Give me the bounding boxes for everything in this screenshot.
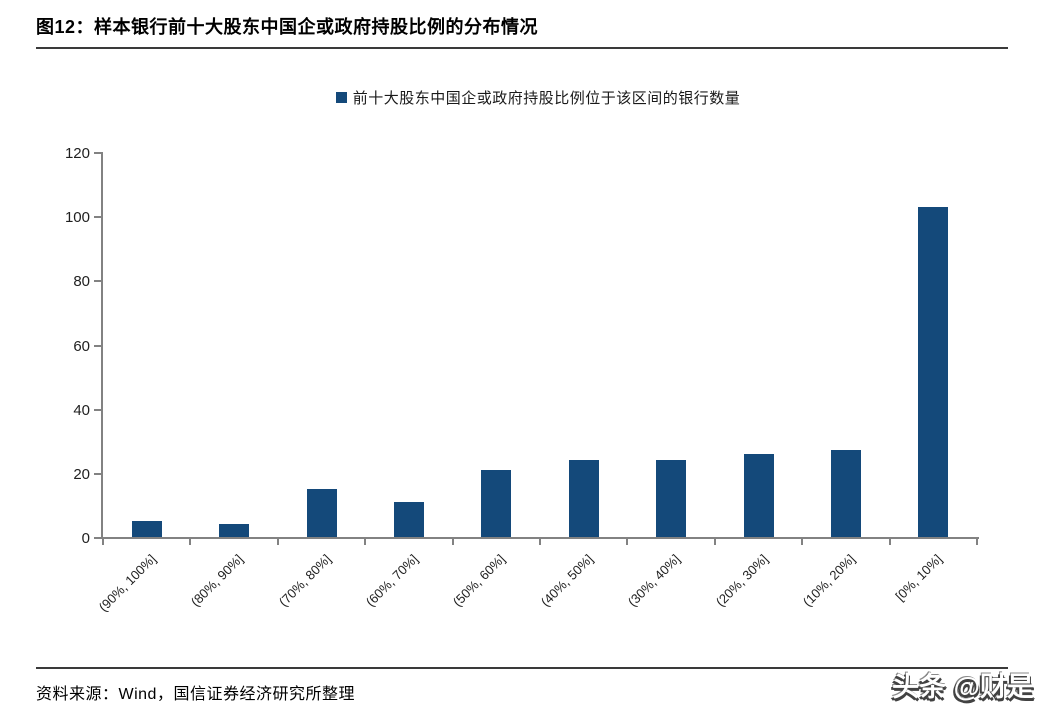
x-category-label: (10%, 20%] xyxy=(799,551,858,610)
legend-swatch-icon xyxy=(335,92,347,103)
legend-label: 前十大股东中国企或政府持股比例位于该区间的银行数量 xyxy=(352,90,741,107)
bar xyxy=(393,501,424,537)
x-category-label: (40%, 50%] xyxy=(537,551,596,610)
y-tick xyxy=(94,472,101,475)
bar xyxy=(830,450,861,537)
x-tick xyxy=(276,539,279,545)
x-category-label: [0%, 10%] xyxy=(892,551,946,604)
x-tick xyxy=(801,539,804,545)
bar xyxy=(568,460,599,537)
bar xyxy=(656,460,687,537)
title-divider xyxy=(36,47,1008,49)
y-tick xyxy=(94,216,101,219)
y-axis-line xyxy=(101,152,103,539)
y-tick xyxy=(94,344,101,347)
x-tick xyxy=(102,539,104,545)
x-tick xyxy=(189,539,192,545)
x-tick xyxy=(713,539,716,545)
y-tick-label: 100 xyxy=(64,209,90,227)
x-category-label: (50%, 60%] xyxy=(450,551,509,610)
bar xyxy=(918,206,949,537)
x-tick xyxy=(976,539,978,545)
y-tick-label: 0 xyxy=(81,530,90,547)
source-note: 资料来源：Wind，国信证券经济研究所整理 xyxy=(36,686,355,703)
x-tick xyxy=(451,539,454,545)
watermark: 头条 @财是 xyxy=(892,672,1034,702)
y-tick-label: 80 xyxy=(73,273,90,291)
x-category-label: (20%, 30%] xyxy=(712,551,771,610)
bar xyxy=(743,453,774,537)
x-tick xyxy=(626,539,629,545)
x-tick xyxy=(539,539,541,545)
bar xyxy=(481,469,512,537)
bar xyxy=(131,520,162,537)
y-tick-label: 120 xyxy=(64,145,90,162)
y-tick-label: 60 xyxy=(73,337,90,355)
y-tick-label: 40 xyxy=(73,401,90,419)
y-tick xyxy=(94,408,101,411)
source-divider xyxy=(36,667,1008,669)
bar xyxy=(306,488,337,537)
x-tick xyxy=(888,539,891,545)
chart-legend: 前十大股东中国企或政府持股比例位于该区间的银行数量 xyxy=(36,87,1008,108)
x-category-label: (80%, 90%] xyxy=(187,551,246,610)
x-category-label: (30%, 40%] xyxy=(624,551,683,610)
x-axis-line xyxy=(101,537,979,539)
y-tick xyxy=(94,537,101,539)
y-tick xyxy=(94,152,101,154)
bar xyxy=(219,524,250,537)
y-tick-label: 20 xyxy=(73,465,90,483)
x-tick xyxy=(364,539,367,545)
y-tick xyxy=(94,280,101,283)
x-category-label: (60%, 70%] xyxy=(362,551,421,610)
x-category-label: (90%, 100%] xyxy=(95,551,159,615)
legend-entry: 前十大股东中国企或政府持股比例位于该区间的银行数量 xyxy=(335,87,741,108)
x-category-label: (70%, 80%] xyxy=(275,551,334,610)
figure-title: 图12：样本银行前十大股东中国企或政府持股比例的分布情况 xyxy=(36,17,539,37)
